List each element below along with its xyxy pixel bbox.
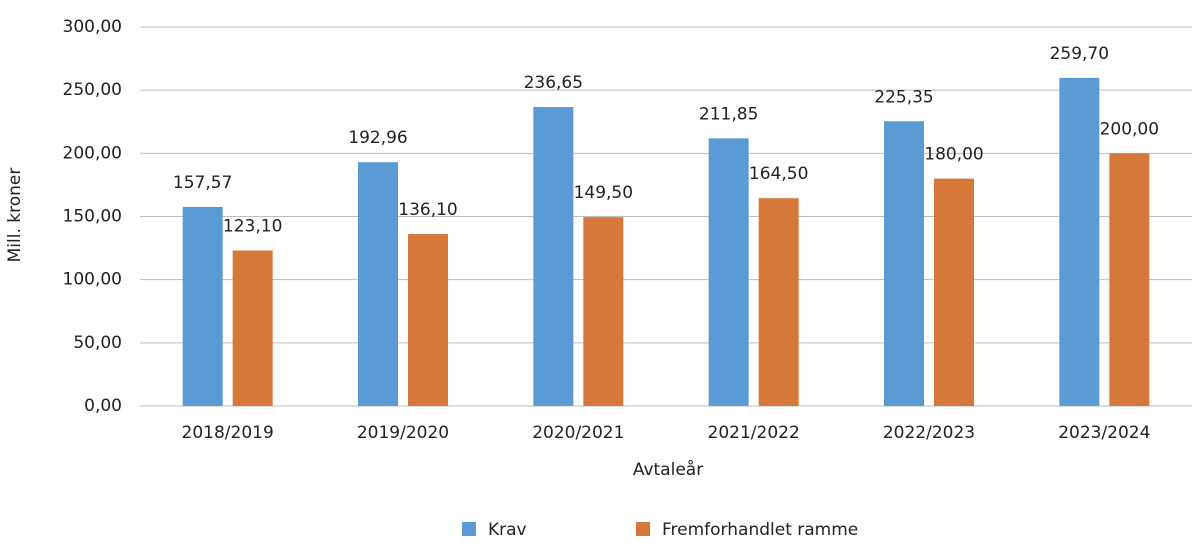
value-label: 200,00 [1100, 119, 1159, 139]
bar [232, 250, 273, 406]
value-label: 211,85 [699, 104, 758, 124]
y-tick-label: 150,00 [63, 207, 122, 227]
y-tick-label: 0,00 [84, 396, 122, 416]
x-tick-label: 2023/2024 [1058, 423, 1150, 443]
value-label: 164,50 [749, 164, 808, 184]
y-tick-label: 50,00 [73, 333, 122, 353]
bar [1109, 153, 1150, 406]
legend-marker [636, 522, 650, 536]
bar [182, 206, 223, 406]
bar [408, 234, 448, 406]
bar [358, 162, 398, 406]
legend-label: Krav [488, 520, 527, 540]
x-tick-label: 2019/2020 [357, 423, 449, 443]
value-label: 180,00 [924, 145, 983, 165]
bar [583, 217, 624, 406]
value-label: 225,35 [874, 87, 933, 107]
y-tick-label: 100,00 [63, 270, 122, 290]
value-label: 136,10 [398, 200, 457, 220]
value-label: 259,70 [1050, 44, 1109, 64]
bar [708, 138, 749, 406]
value-label: 149,50 [574, 183, 633, 203]
x-axis-title: Avtaleår [633, 459, 703, 480]
value-label: 123,10 [223, 216, 282, 236]
bar [934, 178, 974, 406]
value-label: 157,57 [173, 173, 232, 193]
value-label: 192,96 [348, 128, 407, 148]
bar [884, 121, 924, 406]
value-label: 236,65 [524, 73, 583, 93]
legend-label: Fremforhandlet ramme [662, 520, 858, 540]
y-tick-label: 200,00 [63, 143, 122, 163]
x-tick-label: 2020/2021 [532, 423, 624, 443]
legend-marker [462, 522, 476, 536]
y-axis-title: Mill. kroner [5, 168, 25, 263]
x-tick-label: 2018/2019 [182, 423, 274, 443]
bar [1059, 77, 1100, 407]
y-tick-label: 250,00 [63, 80, 122, 100]
bar [533, 107, 574, 406]
x-tick-label: 2022/2023 [883, 423, 975, 443]
x-tick-label: 2021/2022 [708, 423, 800, 443]
bar [758, 198, 799, 406]
y-tick-label: 300,00 [63, 17, 122, 37]
